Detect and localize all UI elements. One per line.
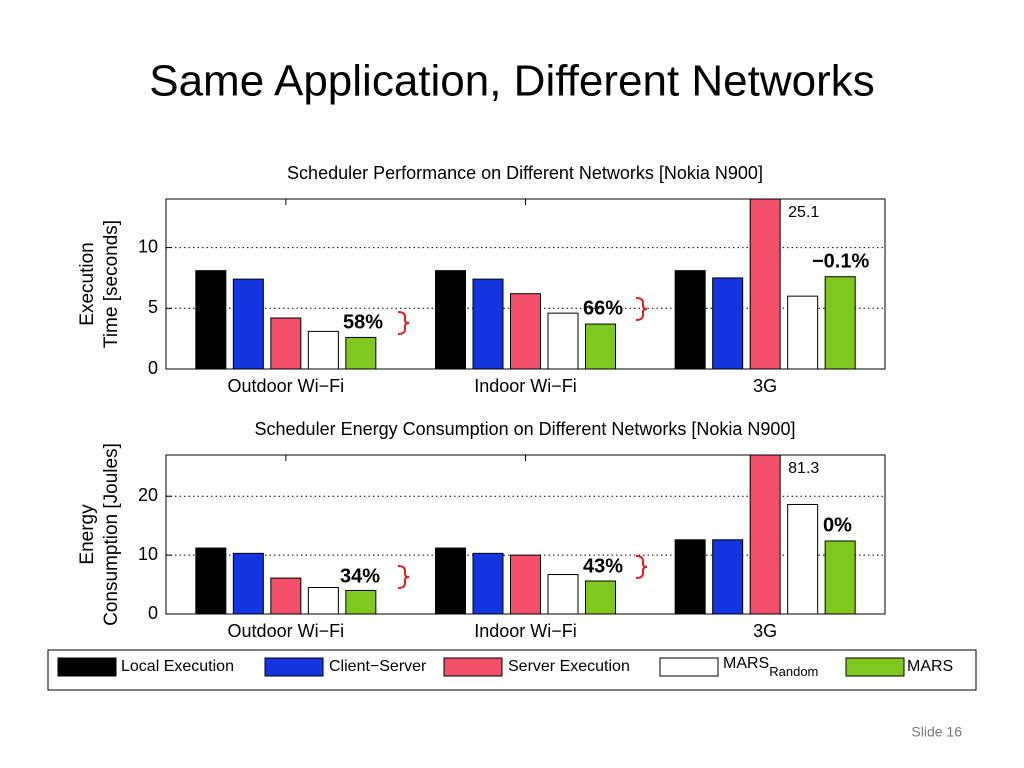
legend-name: MARS [723,655,769,672]
bar [674,270,706,369]
bar [585,580,616,614]
bar [749,199,781,369]
bar [749,455,781,614]
y-axis-label: Energy [77,504,98,565]
bar [232,552,264,614]
bar [435,270,466,369]
x-tick-label: 3G [753,376,777,396]
y-axis-label: Consumption [Joules] [101,443,122,626]
legend-name: Server Execution [508,658,630,675]
slide-number: Slide 16 [911,724,962,740]
brace [397,565,410,589]
slide-title: Same Application, Different Networks [149,57,875,106]
bar [472,552,504,614]
value-label: 25.1 [788,204,819,221]
legend-subscript: Random [769,664,818,679]
x-tick-label: Indoor Wi−Fi [474,621,577,641]
bar [712,277,744,369]
annotation: 66% [583,297,623,319]
bar [232,278,264,369]
bar [510,293,541,369]
y-tick-label: 10 [138,236,158,256]
bar [787,503,819,614]
bar [712,539,744,614]
annotation: −0.1% [812,250,869,272]
legend-name: MARS [907,658,953,675]
annotation: 0% [823,514,852,536]
brace [635,555,648,579]
bar [307,587,339,614]
legend-name: Local Execution [121,658,234,675]
annotation: 34% [340,565,380,587]
y-tick-label: 10 [138,544,158,564]
brace [635,297,648,321]
bar [472,278,504,369]
y-tick-label: 0 [148,603,158,623]
bar [345,336,377,369]
bar [195,270,227,369]
chart-title: Scheduler Energy Consumption on Differen… [255,419,796,439]
legend-swatch [659,657,719,677]
bar [270,317,302,369]
annotation: 58% [343,311,383,333]
bar [674,539,706,614]
legend-name: Client−Server [329,658,427,675]
bar [585,323,616,369]
y-axis-label: Execution [77,242,98,325]
bar [270,577,302,614]
bar [345,589,377,614]
legend-box [47,649,977,691]
legend-label: Client−Server [329,658,427,675]
annotation: 43% [583,555,623,577]
legend-swatch [57,657,117,677]
x-tick-label: Outdoor Wi−Fi [228,376,345,396]
legend-label: Local Execution [121,658,234,675]
plot-frame [165,454,886,615]
bar [547,312,579,369]
value-label: 81.3 [788,460,819,477]
y-tick-label: 5 [148,297,158,317]
legend-swatch [264,657,324,677]
bar [510,554,541,614]
x-tick-label: 3G [753,621,777,641]
brace [397,311,410,335]
bar [547,574,579,614]
bar [307,330,339,369]
chart-title: Scheduler Performance on Different Netwo… [287,163,763,183]
y-tick-label: 0 [148,358,158,378]
y-tick-label: 20 [138,485,158,505]
bar [435,547,466,614]
legend-label: Server Execution [508,658,630,675]
plot-frame [165,198,886,370]
legend-label: MARS [907,658,953,675]
legend-swatch [443,657,503,677]
legend-swatch [845,657,905,677]
x-tick-label: Indoor Wi−Fi [474,376,577,396]
legend-label: MARSRandom [723,655,818,679]
bar [195,547,227,614]
bar [787,295,819,369]
bar [824,540,856,614]
bar [824,276,856,369]
x-tick-label: Outdoor Wi−Fi [228,621,345,641]
y-axis-label: Time [seconds] [101,220,122,348]
